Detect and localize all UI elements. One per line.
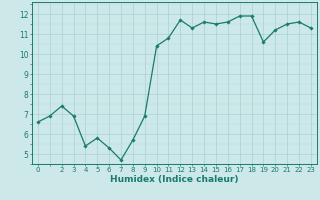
X-axis label: Humidex (Indice chaleur): Humidex (Indice chaleur)	[110, 175, 239, 184]
